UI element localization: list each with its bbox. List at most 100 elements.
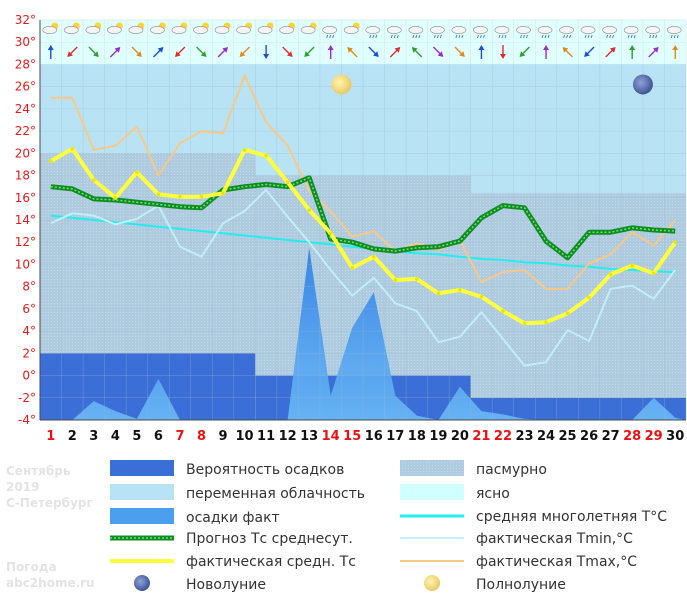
series-actual-mean-line [49,146,677,326]
rain-drop-icon [390,34,393,39]
legend-label-actual-mean: фактическая средн. Тс [186,554,356,570]
rain-drop-icon [415,34,418,39]
wind-arrow-head [327,45,334,50]
series-actual-mean-point [479,294,484,299]
series-actual-mean-point [501,309,505,313]
cloud-icon [494,26,510,34]
wind-arrow-icon [47,45,54,59]
wind-arrow-icon [605,47,616,58]
cloud-rain-icon [602,26,617,39]
rain-drop-icon [372,34,375,39]
x-tick-label: 18 [408,429,426,444]
cloud-icon [430,26,445,34]
legend-full-moon-icon [424,575,440,591]
series-actual-mean-point [522,321,527,326]
rain-drop-icon [652,34,655,39]
legend-label-new-moon: Новолуние [186,577,266,593]
series-actual-mean-point [458,288,462,292]
cloud-icon [645,26,661,34]
y-tick-label: -4° [18,413,36,427]
legend-swatch-precip-prob [110,460,174,476]
rain-drop-icon [673,34,676,39]
wind-arrow-icon [454,46,465,57]
y-tick-label: 6° [22,302,36,316]
cloud-icon [322,26,338,34]
wind-arrow-icon [368,46,379,57]
wind-arrow-icon [88,46,99,57]
cloud-icon [580,26,596,34]
wind-arrow-head [437,51,444,57]
rain-drop-icon [461,34,464,39]
cloud-icon [150,26,165,34]
series-actual-mean-point [199,194,204,199]
rain-drop-icon [396,34,399,39]
y-tick-label: 14° [15,213,36,227]
cloud-rain-icon [365,26,381,39]
legend-label-clim-mean: средняя многолетняя T°C [476,509,667,525]
cloud-icon [473,26,488,34]
wind-arrow-head [222,47,228,53]
series-actual-mean-point [328,231,333,236]
series-actual-mean-point [70,147,75,151]
cloud-icon [193,26,208,34]
series-actual-mean-point [285,180,290,185]
wind-arrow-head [499,54,506,59]
rain-drop-icon [458,34,461,39]
wind-arrow-icon [584,46,595,57]
rain-drop-icon [477,34,479,39]
wind-arrow-icon [562,47,574,58]
full-moon-icon [331,74,352,95]
wind-arrow-head [286,51,293,57]
series-actual-mean-point [242,148,247,152]
cloud-rain-icon [473,26,488,39]
x-tick-label: 29 [645,429,663,444]
legend: Вероятность осадков переменная облачност… [110,460,667,593]
wind-arrow-icon [282,46,293,57]
temperature-series [48,74,678,367]
x-tick-label: 7 [175,429,184,444]
series-actual-mean-point [673,240,678,245]
wind-arrow-head [263,54,270,59]
cloud-rain-icon [451,26,467,39]
wind-arrow-icon [672,45,679,59]
wind-arrow-head [93,51,99,57]
wind-arrow-icon [347,47,358,58]
x-tick-label: 11 [257,429,275,444]
wind-arrow-icon [478,45,485,59]
cloud-icon [343,26,359,34]
y-tick-label: 24° [15,102,36,116]
y-tick-label: 0° [22,369,36,383]
wind-arrow-icon [152,47,164,58]
x-tick-label: 3 [89,429,98,444]
rain-drop-icon [375,34,378,39]
wind-arrow-head [652,47,659,53]
x-tick-label: 9 [219,429,228,444]
rain-drop-icon [541,34,544,39]
wind-arrow-head [114,47,121,53]
rain-drop-icon [332,34,335,39]
cloud-sun-icon [236,22,253,34]
wind-arrow-head [304,51,310,57]
wind-arrow-head [347,47,353,53]
x-tick-label: 16 [365,429,383,444]
cloud-sun-icon [193,22,209,34]
legend-label-tmax: фактическая Tmax,°C [476,554,637,570]
wind-arrow-icon [389,47,401,58]
y-tick-label: 16° [15,191,36,205]
cloud-icon [171,26,187,34]
rain-drop-icon [480,34,482,39]
rain-drop-icon [566,34,568,39]
y-tick-label: 12° [15,235,36,249]
y-tick-label: 26° [15,80,36,94]
x-tick-label: 1 [46,429,55,444]
series-actual-mean-point [178,194,182,199]
cloud-icon [365,26,381,34]
cloud-rain-icon [430,26,445,39]
wind-arrow-icon [175,46,186,57]
series-actual-mean-point [436,291,441,296]
rain-drop-icon [547,34,550,39]
cloud-rain-icon [580,26,596,39]
wind-arrow-icon [263,45,270,59]
x-tick-label: 4 [111,429,120,444]
